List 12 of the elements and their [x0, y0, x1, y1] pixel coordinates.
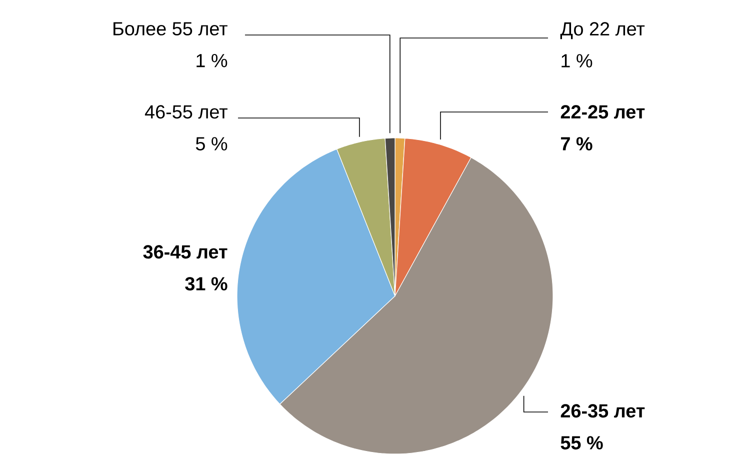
- slice-label: До 22 лет: [560, 22, 645, 40]
- slice-label: 46-55 лет: [144, 105, 228, 119]
- slice-label: Более 55 лет: [114, 22, 228, 36]
- data-label: 7 %: [561, 137, 592, 150]
- data-label: 1 %: [562, 54, 592, 68]
- data-label: 5 %: [196, 137, 228, 150]
- data-label: 55 %: [560, 436, 603, 450]
- slice-label: 26-35 лет: [560, 404, 645, 418]
- slice-label: 36-45 лет: [143, 245, 228, 259]
- data-label: 31 %: [185, 277, 228, 290]
- slice-label: 22-25 лет: [560, 105, 645, 119]
- data-label: 1 %: [196, 54, 228, 68]
